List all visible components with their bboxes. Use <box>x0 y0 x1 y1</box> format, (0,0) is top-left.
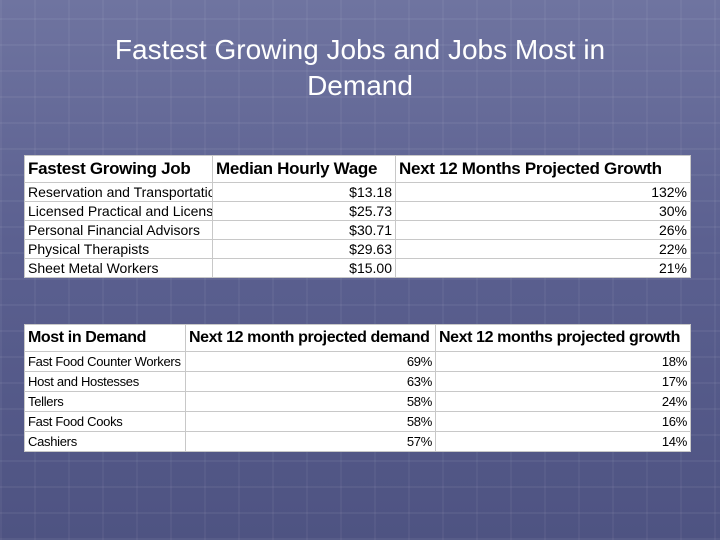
header-most-in-demand: Most in Demand <box>24 324 186 352</box>
growth-cell: 14% <box>435 431 691 452</box>
table-row: Cashiers 57% 14% <box>24 431 691 452</box>
jobs-most-in-demand-table: Most in Demand Next 12 month projected d… <box>24 324 691 452</box>
job-title-cell: Reservation and Transportation Ticket Ag… <box>24 182 213 202</box>
growth-cell: 16% <box>435 411 691 432</box>
wage-cell: $15.00 <box>212 258 396 278</box>
header-projected-growth: Next 12 Months Projected Growth <box>395 155 691 183</box>
table-row: Sheet Metal Workers $15.00 21% <box>24 258 691 278</box>
growth-cell: 21% <box>395 258 691 278</box>
table-row: Tellers 58% 24% <box>24 391 691 412</box>
table-row: Personal Financial Advisors $30.71 26% <box>24 220 691 240</box>
growth-cell: 26% <box>395 220 691 240</box>
header-median-hourly-wage: Median Hourly Wage <box>212 155 396 183</box>
job-title-cell: Fast Food Counter Workers <box>24 351 186 372</box>
table-header-row: Fastest Growing Job Median Hourly Wage N… <box>24 155 691 183</box>
job-title-cell: Licensed Practical and Licensed Vocation… <box>24 201 213 221</box>
growth-cell: 18% <box>435 351 691 372</box>
wage-cell: $13.18 <box>212 182 396 202</box>
header-fastest-growing-job: Fastest Growing Job <box>24 155 213 183</box>
demand-cell: 58% <box>185 391 436 412</box>
table-row: Reservation and Transportation Ticket Ag… <box>24 182 691 202</box>
demand-cell: 69% <box>185 351 436 372</box>
job-title-cell: Cashiers <box>24 431 186 452</box>
table-row: Host and Hostesses 63% 17% <box>24 371 691 392</box>
wage-cell: $30.71 <box>212 220 396 240</box>
job-title-cell: Sheet Metal Workers <box>24 258 213 278</box>
table-row: Physical Therapists $29.63 22% <box>24 239 691 259</box>
slide-title: Fastest Growing Jobs and Jobs Most in De… <box>40 32 680 104</box>
job-title-cell: Tellers <box>24 391 186 412</box>
wage-cell: $29.63 <box>212 239 396 259</box>
demand-cell: 57% <box>185 431 436 452</box>
growth-cell: 17% <box>435 371 691 392</box>
job-title-cell: Fast Food Cooks <box>24 411 186 432</box>
job-title-cell: Personal Financial Advisors <box>24 220 213 240</box>
header-projected-growth: Next 12 months projected growth <box>435 324 691 352</box>
growth-cell: 30% <box>395 201 691 221</box>
job-title-cell: Host and Hostesses <box>24 371 186 392</box>
table-header-row: Most in Demand Next 12 month projected d… <box>24 324 691 352</box>
slide-title-line-1: Fastest Growing Jobs and Jobs Most in <box>114 34 606 65</box>
fastest-growing-jobs-table: Fastest Growing Job Median Hourly Wage N… <box>24 155 691 278</box>
growth-cell: 24% <box>435 391 691 412</box>
table-row: Licensed Practical and Licensed Vocation… <box>24 201 691 221</box>
demand-cell: 63% <box>185 371 436 392</box>
header-projected-demand: Next 12 month projected demand <box>185 324 436 352</box>
growth-cell: 132% <box>395 182 691 202</box>
wage-cell: $25.73 <box>212 201 396 221</box>
slide-title-line-2: Demand <box>307 70 413 101</box>
demand-cell: 58% <box>185 411 436 432</box>
growth-cell: 22% <box>395 239 691 259</box>
job-title-cell: Physical Therapists <box>24 239 213 259</box>
table-row: Fast Food Counter Workers 69% 18% <box>24 351 691 372</box>
table-row: Fast Food Cooks 58% 16% <box>24 411 691 432</box>
